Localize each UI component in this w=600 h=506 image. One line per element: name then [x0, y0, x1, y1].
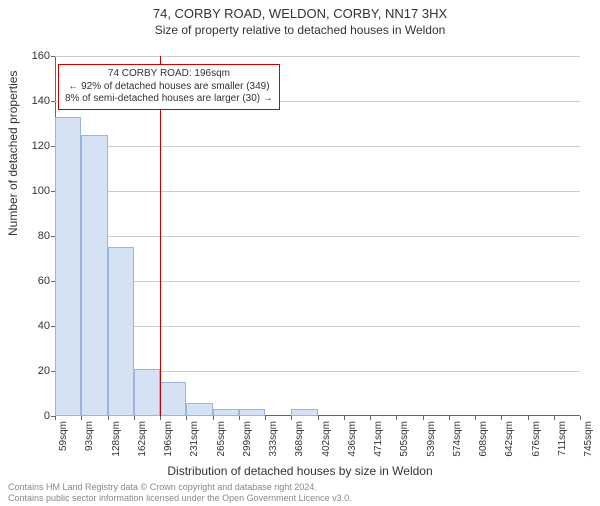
x-tick-label: 93sqm: [84, 421, 95, 451]
histogram-bar: [213, 409, 239, 416]
annotation-line: ← 92% of detached houses are smaller (34…: [65, 81, 273, 94]
histogram-bar: [291, 409, 317, 416]
y-tick-label: 60: [20, 275, 50, 287]
x-tick-label: 231sqm: [189, 421, 200, 457]
x-tick-mark: [239, 416, 240, 420]
x-tick-mark: [291, 416, 292, 420]
x-tick-mark: [580, 416, 581, 420]
x-tick-mark: [423, 416, 424, 420]
chart-title: 74, CORBY ROAD, WELDON, CORBY, NN17 3HX: [0, 6, 600, 21]
x-tick-mark: [449, 416, 450, 420]
x-tick-mark: [396, 416, 397, 420]
histogram-bar: [160, 382, 186, 416]
x-tick-mark: [186, 416, 187, 420]
x-tick-label: 608sqm: [478, 421, 489, 457]
y-tick-label: 120: [20, 140, 50, 152]
grid-line: [55, 281, 580, 282]
x-tick-mark: [501, 416, 502, 420]
x-tick-mark: [370, 416, 371, 420]
y-tick-mark: [51, 56, 55, 57]
x-tick-label: 196sqm: [163, 421, 174, 457]
x-tick-mark: [554, 416, 555, 420]
reference-line: [160, 56, 161, 416]
x-tick-label: 539sqm: [426, 421, 437, 457]
footer-line: Contains public sector information licen…: [8, 493, 352, 504]
y-tick-label: 160: [20, 50, 50, 62]
chart-subtitle: Size of property relative to detached ho…: [0, 23, 600, 37]
x-tick-label: 402sqm: [321, 421, 332, 457]
annotation-line: 8% of semi-detached houses are larger (3…: [65, 93, 273, 106]
x-tick-label: 299sqm: [242, 421, 253, 457]
plot: 02040608010012014016059sqm93sqm128sqm162…: [55, 56, 580, 416]
x-tick-mark: [108, 416, 109, 420]
x-tick-label: 676sqm: [531, 421, 542, 457]
x-tick-label: 471sqm: [373, 421, 384, 457]
histogram-bar: [134, 369, 160, 416]
x-tick-label: 745sqm: [583, 421, 594, 457]
footer-line: Contains HM Land Registry data © Crown c…: [8, 482, 352, 493]
grid-line: [55, 236, 580, 237]
x-tick-label: 265sqm: [216, 421, 227, 457]
y-tick-label: 40: [20, 320, 50, 332]
y-tick-label: 20: [20, 365, 50, 377]
x-tick-label: 128sqm: [111, 421, 122, 457]
histogram-bar: [239, 409, 265, 416]
x-tick-mark: [475, 416, 476, 420]
x-tick-label: 505sqm: [399, 421, 410, 457]
x-tick-label: 368sqm: [294, 421, 305, 457]
histogram-bar: [186, 403, 212, 417]
x-tick-mark: [528, 416, 529, 420]
x-tick-label: 574sqm: [452, 421, 463, 457]
x-tick-label: 162sqm: [137, 421, 148, 457]
grid-line: [55, 56, 580, 57]
chart-plot-area: 02040608010012014016059sqm93sqm128sqm162…: [55, 56, 580, 416]
histogram-bar: [55, 117, 81, 416]
y-tick-label: 140: [20, 95, 50, 107]
footer: Contains HM Land Registry data © Crown c…: [8, 482, 352, 504]
y-axis-label: Number of detached properties: [6, 71, 20, 236]
y-tick-label: 100: [20, 185, 50, 197]
annotation-line: 74 CORBY ROAD: 196sqm: [65, 68, 273, 81]
grid-line: [55, 326, 580, 327]
x-tick-mark: [55, 416, 56, 420]
x-tick-mark: [344, 416, 345, 420]
x-tick-label: 59sqm: [58, 421, 69, 451]
x-tick-mark: [81, 416, 82, 420]
annotation-box: 74 CORBY ROAD: 196sqm ← 92% of detached …: [58, 64, 280, 110]
x-tick-label: 333sqm: [268, 421, 279, 457]
grid-line: [55, 146, 580, 147]
x-tick-label: 436sqm: [347, 421, 358, 457]
y-tick-mark: [51, 101, 55, 102]
x-tick-mark: [160, 416, 161, 420]
histogram-bar: [108, 247, 134, 416]
grid-line: [55, 191, 580, 192]
x-tick-label: 711sqm: [557, 421, 568, 456]
x-tick-mark: [265, 416, 266, 420]
x-tick-mark: [318, 416, 319, 420]
y-tick-label: 80: [20, 230, 50, 242]
x-axis-label: Distribution of detached houses by size …: [0, 464, 600, 478]
y-tick-label: 0: [20, 410, 50, 422]
x-tick-label: 642sqm: [504, 421, 515, 457]
histogram-bar: [81, 135, 107, 416]
x-tick-mark: [134, 416, 135, 420]
x-tick-mark: [213, 416, 214, 420]
